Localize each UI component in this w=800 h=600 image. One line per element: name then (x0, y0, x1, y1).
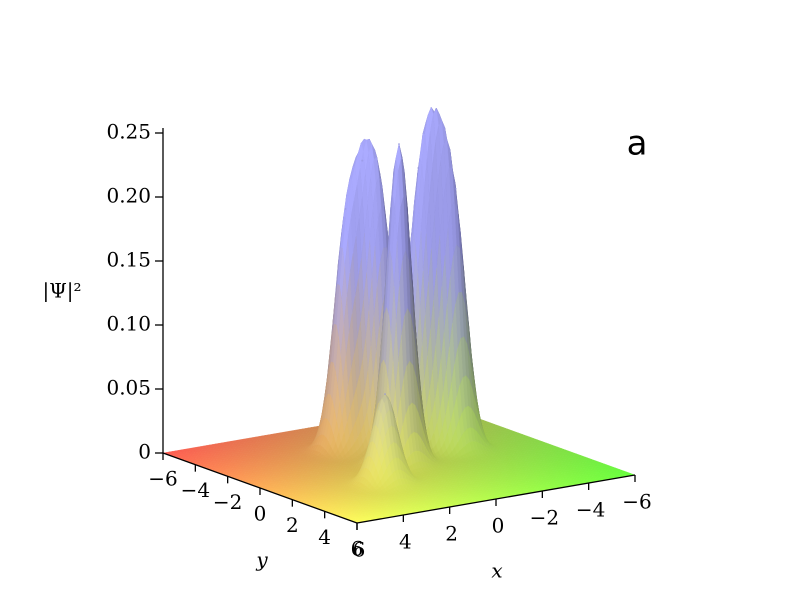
x-axis-label: x (491, 559, 502, 583)
surface (162, 106, 636, 524)
panel-label: a (627, 124, 648, 164)
y-axis-label: y (255, 548, 268, 572)
z-axis-label: |Ψ|² (42, 279, 81, 304)
